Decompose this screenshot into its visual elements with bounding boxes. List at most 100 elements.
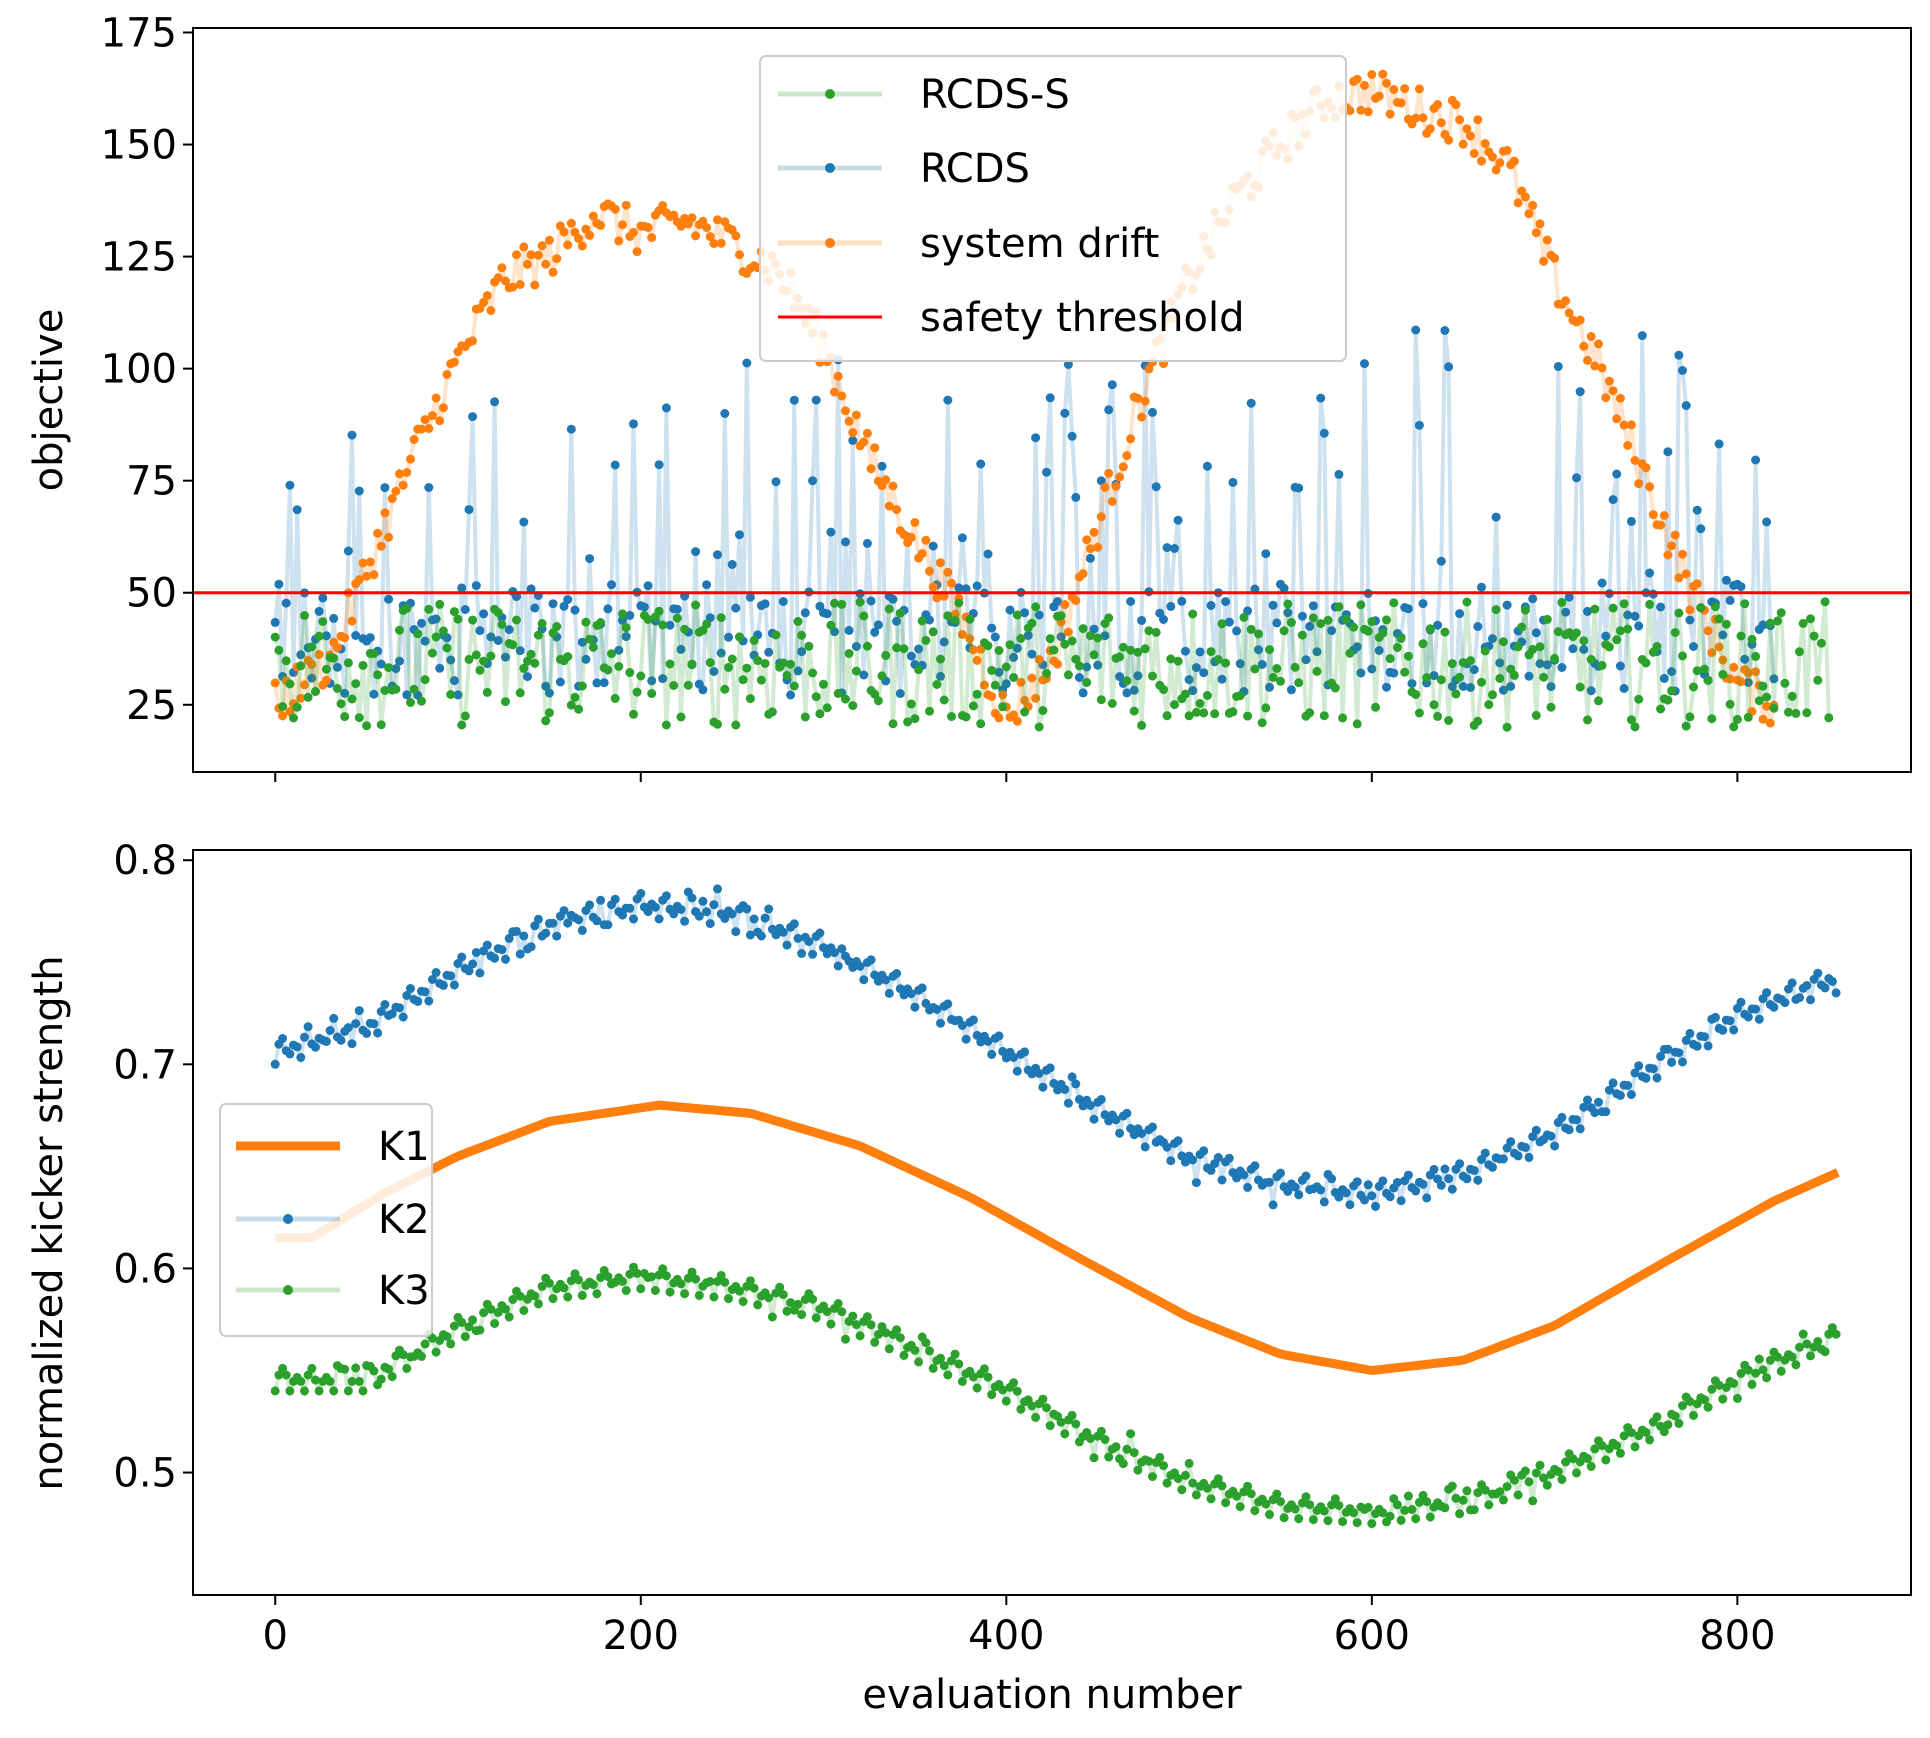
system-drift-point (705, 232, 715, 242)
system-drift-point (1137, 412, 1147, 422)
rcds-point (449, 676, 459, 686)
rcds-point (281, 598, 291, 608)
k3-point (1484, 1500, 1494, 1510)
k3-point (1323, 1516, 1333, 1526)
rcds-s-point (1520, 605, 1530, 615)
k3-point (1612, 1441, 1622, 1450)
k2-point (402, 991, 412, 1000)
k3-point (767, 1312, 777, 1322)
k3-point (1232, 1491, 1242, 1501)
rcds-point (877, 461, 887, 471)
rcds-s-point (811, 692, 821, 702)
system-drift-point (1619, 420, 1629, 430)
rcds-s-point (1403, 651, 1413, 661)
rcds-s-point (1159, 685, 1168, 695)
system-drift-point (669, 210, 679, 220)
rcds-point (1411, 325, 1421, 335)
k3-point (1685, 1397, 1695, 1406)
rcds-s-point (756, 675, 766, 685)
rcds-s-point (1392, 643, 1402, 652)
system-drift-point (1623, 441, 1633, 450)
system-drift-point (866, 464, 876, 474)
k2-point (1583, 1095, 1592, 1105)
k2-point (1820, 983, 1830, 993)
system-drift-point (1411, 113, 1421, 123)
rcds-s-point (1356, 600, 1366, 610)
rcds-point (318, 593, 328, 603)
rcds-s-point (724, 662, 733, 672)
k3-point (1338, 1517, 1348, 1527)
system-drift-point (1093, 542, 1103, 552)
rcds-s-point (1502, 722, 1512, 732)
k2-point (1710, 1012, 1720, 1022)
kicker-x-tick-label: 0 (263, 1613, 288, 1659)
x-axis-label: evaluation number (862, 1672, 1242, 1718)
k2-point (742, 904, 752, 914)
k3-point (797, 1310, 807, 1320)
rcds-s-point (753, 656, 763, 666)
k3-point (347, 1376, 357, 1386)
system-drift-point (925, 566, 934, 576)
rcds-s-point (1615, 626, 1625, 636)
system-drift-point (1133, 393, 1143, 403)
k2-point (1594, 1097, 1603, 1107)
rcds-s-point (1250, 664, 1260, 674)
k3-point (1301, 1492, 1311, 1502)
rcds-point (983, 549, 993, 559)
rcds-point (888, 594, 898, 604)
rcds-point (643, 581, 653, 591)
k2-point (1020, 1047, 1030, 1057)
rcds-s-point (672, 613, 682, 623)
rcds-s-point (1210, 709, 1220, 719)
k3-point (1129, 1448, 1139, 1458)
system-drift-point (629, 227, 638, 237)
rcds-point (797, 647, 807, 657)
k3-point (793, 1299, 803, 1309)
rcds-s-point (1345, 648, 1355, 658)
k3-point (1572, 1468, 1581, 1478)
system-drift-point (1012, 716, 1022, 726)
system-drift-point (1604, 376, 1614, 386)
rcds-s-point (1308, 613, 1318, 623)
k2-point (1729, 1025, 1739, 1035)
system-drift-point (321, 675, 331, 685)
k2-point (1371, 1201, 1380, 1211)
rcds-s-point (932, 680, 942, 689)
rcds-s-point (1758, 681, 1768, 691)
k2-point (1385, 1192, 1395, 1202)
k2-point (1780, 998, 1790, 1008)
k2-point (1199, 1146, 1209, 1156)
k3-point (1118, 1459, 1128, 1469)
system-drift-point (713, 215, 722, 225)
k3-point (884, 1344, 894, 1354)
rcds-point (1572, 473, 1581, 483)
legend-entry-k3: K3 (236, 1268, 430, 1314)
system-drift-point (936, 558, 945, 568)
k2-point (830, 948, 839, 958)
rcds-point (530, 603, 540, 613)
system-drift-point (563, 240, 573, 250)
k2-point (892, 969, 902, 978)
k3-point (881, 1328, 891, 1338)
system-drift-point (1016, 677, 1026, 687)
k1-series (275, 1100, 1840, 1375)
rcds-point (1129, 685, 1139, 695)
k2-point (906, 989, 916, 999)
k3-point (1714, 1380, 1724, 1390)
k3-point (1104, 1452, 1114, 1462)
k2-point (449, 980, 459, 990)
k3-point (464, 1322, 474, 1332)
rcds-s-point (1754, 696, 1764, 706)
system-drift-point (1436, 118, 1446, 128)
k2-point (1111, 1115, 1121, 1125)
k3-point (621, 1286, 631, 1295)
rcds-s-point (1148, 671, 1157, 681)
rcds-s-point (873, 696, 883, 706)
kicker-series-layer (270, 884, 1841, 1531)
k3-point (899, 1350, 909, 1360)
rcds-point (745, 592, 755, 602)
k3-point (753, 1300, 763, 1310)
k3-point (1597, 1441, 1607, 1451)
system-drift-point (1634, 479, 1644, 489)
k2-point (292, 1042, 302, 1052)
